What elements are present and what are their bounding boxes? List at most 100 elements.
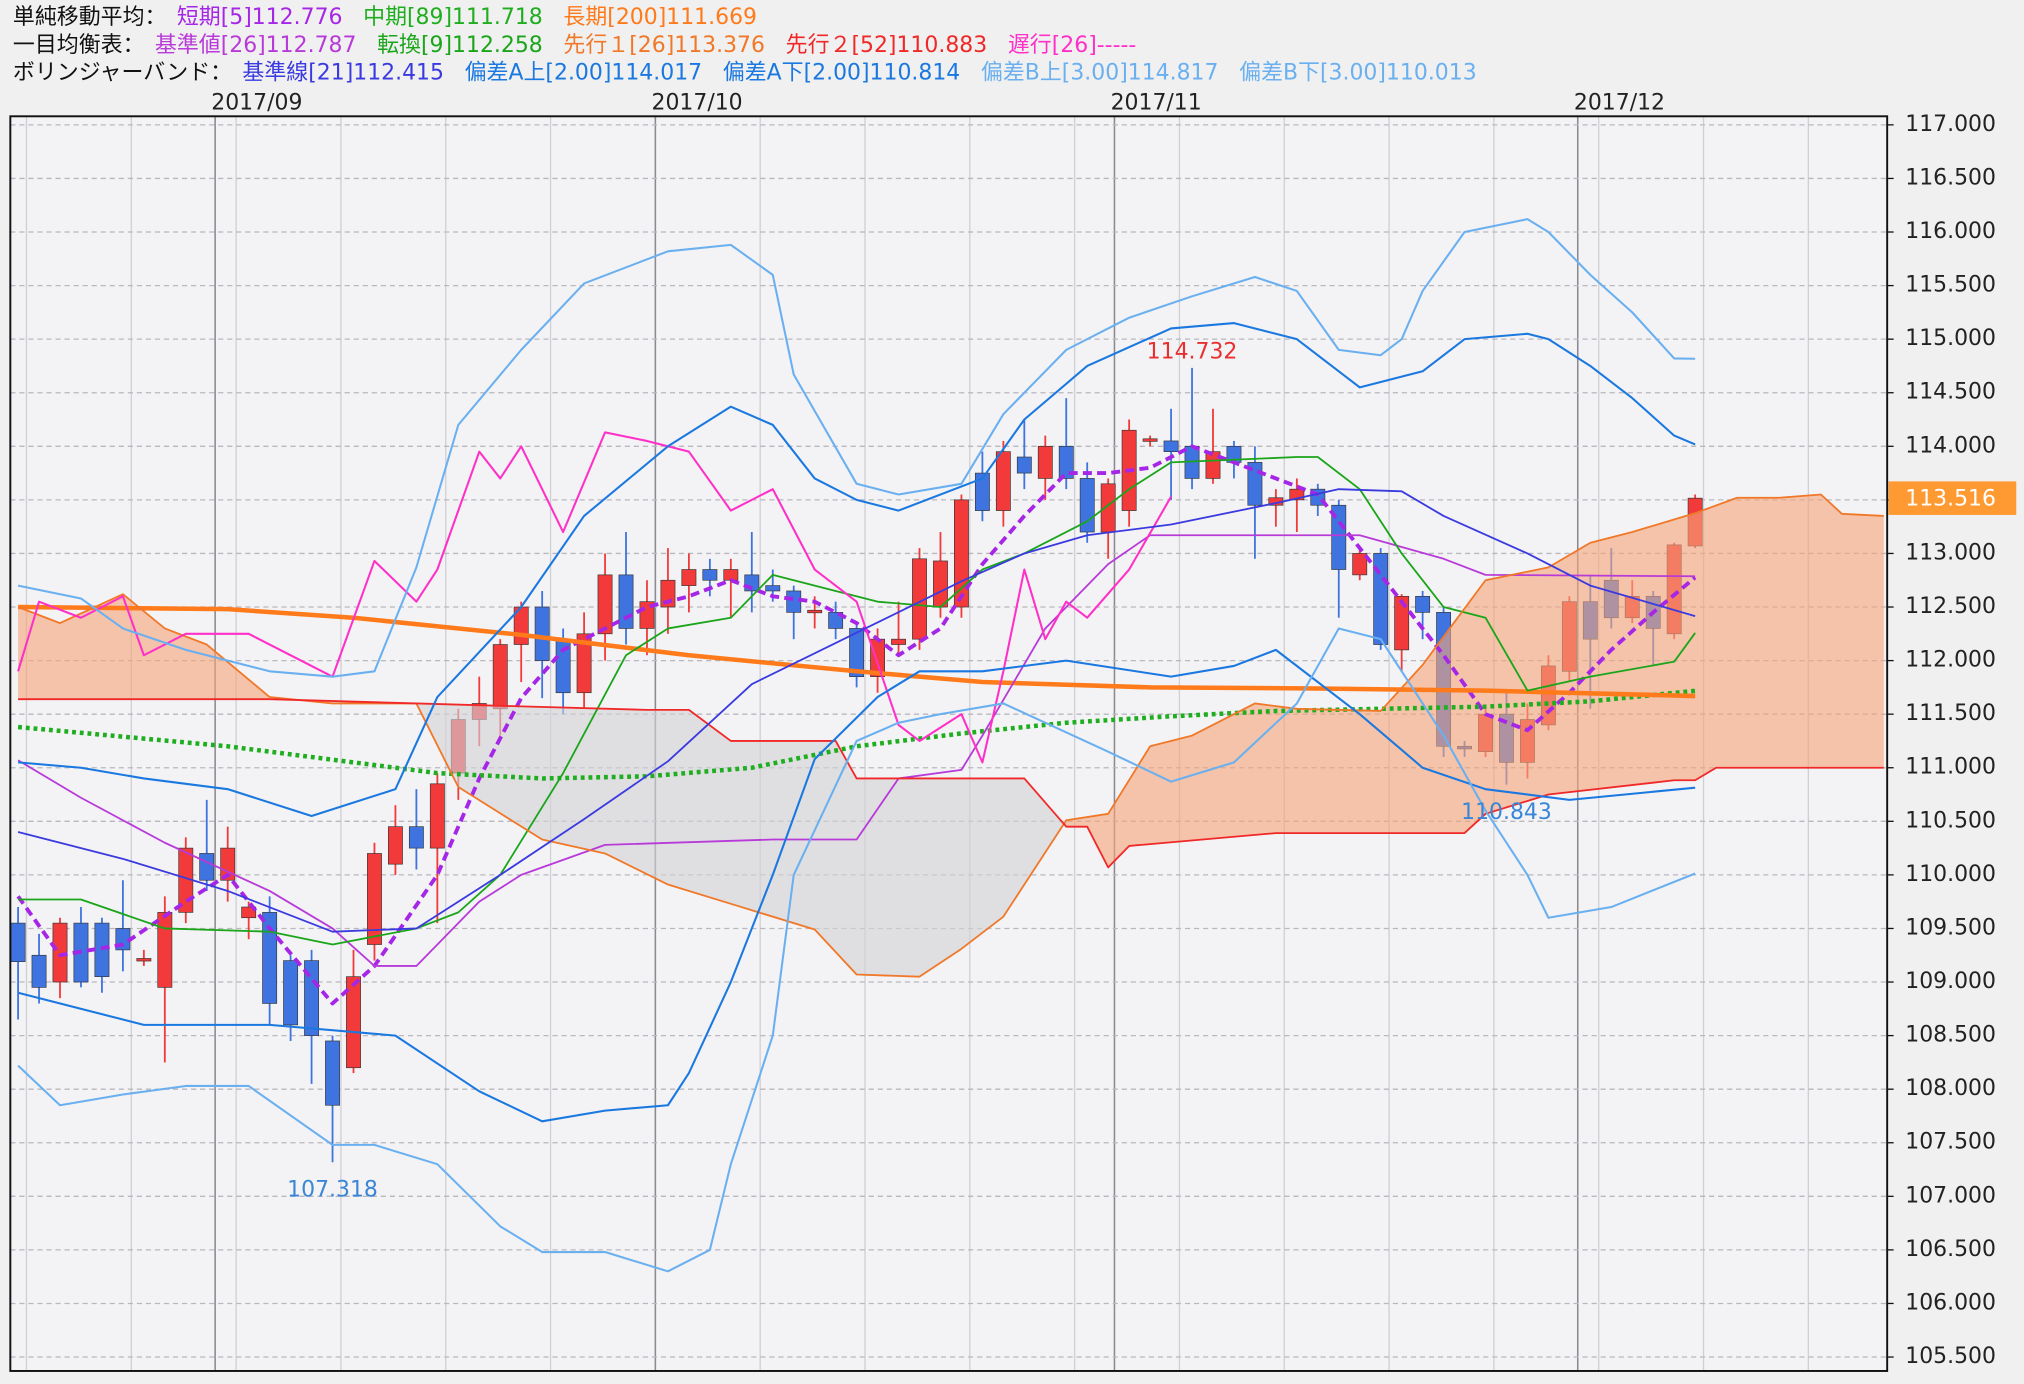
price-annotation: 107.318 (287, 1178, 378, 1203)
candle-body (1142, 438, 1158, 442)
last-price-label: 113.516 (1905, 486, 1996, 511)
candle-body (974, 472, 990, 511)
candle-body (765, 585, 781, 592)
annotations: 114.732 107.318 110.843 (287, 339, 1552, 1202)
candle-body (1163, 440, 1179, 452)
candle-body (1037, 445, 1053, 479)
x-tick-label: 2017/10 (651, 90, 742, 115)
indicator-line (17, 322, 1696, 817)
y-tick-label: 115.000 (1905, 326, 1996, 351)
candle-body (576, 633, 592, 694)
candle-body (408, 826, 424, 849)
candle-body (1058, 445, 1074, 479)
candle-body (786, 590, 802, 613)
y-tick-label: 111.000 (1905, 755, 1996, 780)
candle-body (1394, 595, 1410, 651)
candle-body (220, 847, 236, 881)
candle-body (325, 1040, 340, 1106)
indicator-line (17, 627, 1696, 1273)
y-tick-label: 107.500 (1905, 1130, 1996, 1155)
y-tick-label: 114.000 (1905, 433, 1996, 458)
legend-group-title: 一目均衡表： (13, 33, 145, 58)
legend-entry: 先行２[52]110.883 (786, 33, 988, 58)
legend-group-title: 単純移動平均： (13, 5, 167, 30)
candle-body (933, 560, 948, 608)
indicator-line (17, 648, 1696, 1123)
legend-entry: 短期[5]112.776 (177, 5, 343, 30)
cloud-fill-bullish (18, 494, 1884, 868)
legend-entry: 偏差A下[2.00]110.814 (723, 61, 960, 86)
last-price-box (1888, 481, 2017, 515)
y-tick-label: 106.500 (1905, 1237, 1996, 1262)
price-annotation: 110.843 (1461, 800, 1552, 825)
y-tick-label: 105.500 (1905, 1344, 1996, 1369)
legend-entry: 基準線[21]112.415 (242, 61, 444, 86)
candle-body (367, 853, 382, 945)
candle-body (388, 826, 403, 865)
y-tick-label: 115.500 (1905, 273, 1996, 298)
indicator-line (18, 698, 1884, 869)
indicator-line (16, 444, 1697, 1006)
candle-body (31, 954, 47, 988)
x-tick-label: 2017/09 (211, 90, 302, 115)
candle-body (1016, 456, 1032, 474)
candle-body (346, 976, 361, 1069)
candle-body (1205, 451, 1221, 479)
candle-body (1415, 595, 1431, 613)
legend-entry: 遅行[26]----- (1008, 33, 1137, 58)
y-tick-label: 110.500 (1905, 808, 1996, 833)
candle-body (807, 609, 823, 614)
legend-entry: 偏差B下[3.00]110.013 (1239, 61, 1477, 86)
candle-body (241, 906, 257, 919)
legend-entry: 転換[9]112.258 (377, 33, 543, 58)
y-tick-label: 116.000 (1905, 219, 1996, 244)
candle-body (429, 783, 445, 849)
indicator-lines (16, 218, 1884, 1273)
y-tick-label: 109.500 (1905, 915, 1996, 940)
indicator-line (17, 534, 1696, 967)
y-tick-label: 108.000 (1905, 1076, 1996, 1101)
candle-body (702, 569, 718, 581)
axis: 2017/09 2017/10 2017/11 2017/12 105.500 106.0… (211, 90, 2017, 1369)
y-tick-label: 116.500 (1905, 165, 1996, 190)
legend-entry: 長期[200]111.669 (563, 5, 757, 30)
candle-body (136, 958, 152, 962)
legend-entry: 先行１[26]113.376 (563, 33, 765, 58)
candle-body (304, 960, 319, 1036)
indicator-line (17, 431, 1172, 764)
legend-entry: 基準値[26]112.787 (155, 33, 357, 58)
candle-body (1373, 553, 1389, 645)
candle-body (681, 569, 697, 586)
candle-body (995, 451, 1011, 511)
candle-body (954, 499, 969, 608)
candle-body (262, 912, 278, 1004)
candle-body (534, 606, 550, 661)
y-tick-label: 106.000 (1905, 1290, 1996, 1315)
cloud-fill-bearish (298, 700, 1065, 977)
legend-entry: 中期[89]111.718 (363, 5, 543, 30)
legend: 単純移動平均： 短期[5]112.776 中期[89]111.718 長期[200]1… (13, 5, 1477, 86)
candle-body (283, 960, 299, 1026)
candle-body (157, 912, 173, 988)
indicator-line (17, 218, 1696, 678)
plot-frame (9, 115, 1889, 1372)
y-tick-label: 112.500 (1905, 594, 1996, 619)
y-tick-label: 114.500 (1905, 380, 1996, 405)
candle-body (891, 638, 906, 645)
candle-body (1331, 504, 1347, 570)
candle-body (10, 922, 26, 962)
candle-body (828, 612, 844, 629)
legend-entry: 偏差B上[3.00]114.817 (981, 61, 1219, 86)
y-tick-label: 112.000 (1905, 648, 1996, 673)
indicator-line (18, 604, 1696, 699)
y-tick-label: 111.500 (1905, 701, 1996, 726)
price-annotation: 114.732 (1147, 339, 1238, 364)
candle-body (597, 574, 613, 635)
legend-group-title: ボリンジャーバンド： (13, 61, 232, 86)
y-tick-label: 107.000 (1905, 1183, 1996, 1208)
y-tick-label: 110.000 (1905, 862, 1996, 887)
y-tick-label: 109.000 (1905, 969, 1996, 994)
y-tick-label: 113.000 (1905, 540, 1996, 565)
